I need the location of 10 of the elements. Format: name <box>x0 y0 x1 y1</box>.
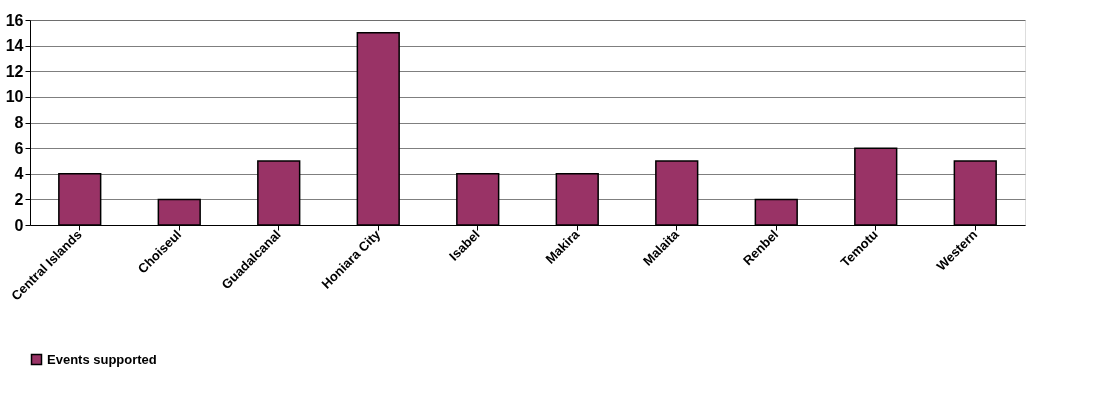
y-tick-label: 0 <box>14 216 24 234</box>
y-tick-label: 12 <box>5 62 24 80</box>
y-tick-label: 2 <box>14 190 24 208</box>
y-tick-label: 8 <box>14 114 24 131</box>
y-tick-label: 16 <box>5 11 24 29</box>
y-tick-label: 14 <box>5 37 24 55</box>
legend-label: Events supported <box>47 351 157 367</box>
y-tick-label: 6 <box>14 139 24 157</box>
y-tick-label: 4 <box>14 165 24 183</box>
y-tick-label: 10 <box>5 88 24 106</box>
